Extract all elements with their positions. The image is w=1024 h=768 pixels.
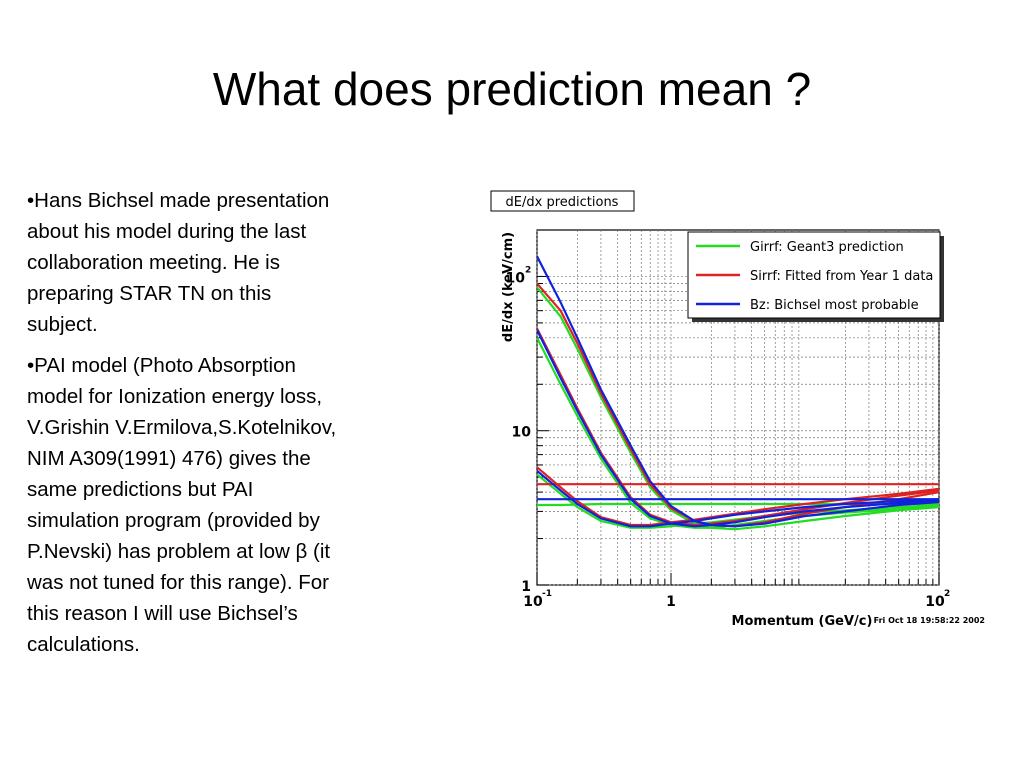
bullet-list: •Hans Bichsel made presentation about his… — [27, 185, 467, 670]
bullet-line: simulation program (provided by — [27, 509, 320, 532]
bullet-line: preparing STAR TN on this — [27, 282, 272, 305]
curve — [537, 255, 939, 528]
x-tick-label: 1 — [666, 594, 676, 610]
x-tick-label: 10 — [925, 594, 945, 610]
y-tick-label: 1 — [521, 579, 531, 595]
legend-label: Sirrf: Fitted from Year 1 data — [750, 269, 933, 284]
bullet-line: same predictions but PAI — [27, 478, 254, 501]
x-tick-sup: -1 — [542, 589, 552, 599]
y-tick-label: 10 — [512, 425, 532, 441]
bullet-line: NIM A309(1991) 476) gives the — [27, 447, 311, 470]
y-tick-label: 10 — [506, 270, 526, 286]
bullet: •Hans Bichsel made presentation about his… — [27, 185, 467, 340]
bullet-line: was not tuned for this range). For — [27, 571, 329, 594]
bullet-line: about his model during the last — [27, 220, 307, 243]
x-tick-label: 10 — [523, 594, 543, 610]
bullet-line: calculations. — [27, 633, 140, 656]
legend-label: Bz: Bichsel most probable — [750, 298, 919, 313]
y-tick-sup: 2 — [525, 265, 531, 275]
bullet-line: •PAI model (Photo Absorption — [27, 354, 296, 377]
legend-label: Girrf: Geant3 prediction — [750, 240, 904, 255]
bullet-line: model for Ionization energy loss, — [27, 385, 323, 408]
bullet-line: P.Nevski) has problem at low β (it — [27, 540, 331, 563]
bullet-line: V.Grishin V.Ermilova,S.Kotelnikov, — [27, 416, 337, 439]
slide-title: What does prediction mean ? — [212, 63, 812, 115]
x-tick-sup: 2 — [944, 589, 950, 599]
chart-title: dE/dx predictions — [506, 195, 619, 210]
x-axis-label: Momentum (GeV/c) — [732, 614, 873, 629]
curve — [537, 286, 939, 531]
bullet: •PAI model (Photo Absorption model for Io… — [27, 350, 467, 660]
bullet-line: •Hans Bichsel made presentation — [27, 189, 330, 212]
bullet-line: this reason I will use Bichsel’s — [27, 602, 298, 625]
bullet-line: collaboration meeting. He is — [27, 251, 280, 274]
y-axis-label: dE/dx (keV/cm) — [501, 232, 516, 342]
chart-title-box — [490, 190, 635, 212]
timestamp: Fri Oct 18 19:58:22 2002 — [874, 616, 985, 625]
bullet-line: subject. — [27, 313, 98, 336]
curve — [537, 329, 939, 528]
